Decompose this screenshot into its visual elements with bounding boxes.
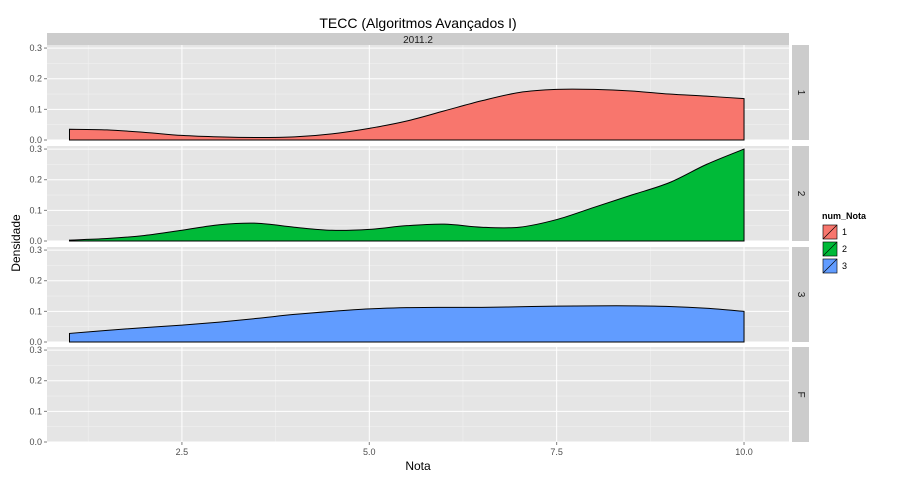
y-tick-label: 0.1: [29, 104, 42, 114]
y-tick-label: 0.3: [29, 144, 42, 154]
column-strip: 2011.2: [47, 33, 789, 46]
row-strip-label: F: [795, 391, 806, 397]
y-tick-label: 0.3: [29, 43, 42, 53]
legend-key-slash: [822, 241, 838, 257]
legend-title: num_Nota: [822, 211, 867, 221]
facet-panel-3: 0.0 0.1 0.2 0.3 3: [29, 245, 809, 347]
x-tick-label: 7.5: [550, 447, 563, 457]
legend-entry-label: 2: [842, 244, 847, 254]
row-strip-label: 3: [795, 292, 806, 298]
y-tick-label: 0.1: [29, 406, 42, 416]
x-axis: 2.5 5.0 7.5 10.0: [176, 442, 753, 457]
row-strip-label: 1: [795, 90, 806, 96]
row-strip-label: 2: [795, 191, 806, 197]
y-tick-label: 0.1: [29, 306, 42, 316]
facet-panel-2: 0.0 0.1 0.2 0.3 2: [29, 144, 809, 246]
y-tick-label: 0.1: [29, 205, 42, 215]
row-strip-background: [792, 347, 809, 442]
x-tick-label: 5.0: [363, 447, 376, 457]
legend-key-slash: [822, 224, 838, 240]
y-tick-label: 0.0: [29, 437, 42, 447]
y-tick-label: 0.2: [29, 74, 42, 84]
y-tick-label: 0.0: [29, 135, 42, 145]
row-strip-background: [792, 146, 809, 241]
column-strip-label: 2011.2: [403, 35, 433, 46]
panel-background: [47, 347, 789, 442]
y-tick-label: 0.3: [29, 345, 42, 355]
legend-entry-label: 3: [842, 261, 847, 271]
x-tick-label: 2.5: [176, 447, 189, 457]
legend-entry-2: 2: [821, 240, 847, 258]
y-axis-title: Densidade: [9, 214, 23, 272]
legend-entry-1: 1: [821, 223, 847, 241]
row-strip-background: [792, 45, 809, 140]
chart-title: TECC (Algoritmos Avançados I): [319, 15, 516, 31]
y-tick-label: 0.2: [29, 276, 42, 286]
facet-panels: 0.00.10.20.310.00.10.20.320.00.10.20.330…: [29, 43, 809, 447]
legend: num_Nota 1 2 3: [821, 211, 867, 275]
y-tick-label: 0.2: [29, 376, 42, 386]
facet-panel-f: 0.0 0.1 0.2 0.3 F: [29, 345, 809, 447]
y-tick-label: 0.3: [29, 245, 42, 255]
x-axis-title: Nota: [405, 459, 431, 473]
density-area-1: [68, 88, 745, 141]
legend-entry-label: 1: [842, 227, 847, 237]
y-tick-label: 0.0: [29, 337, 42, 347]
facet-panel-1: 0.0 0.1 0.2 0.3 1: [29, 43, 809, 145]
legend-key-slash: [822, 258, 838, 274]
legend-entry-3: 3: [821, 257, 847, 275]
row-strip-background: [792, 247, 809, 342]
column-strip-background: [47, 33, 789, 45]
density-area-2: [68, 148, 745, 242]
density-area-3: [68, 305, 745, 343]
y-tick-label: 0.2: [29, 175, 42, 185]
y-tick-label: 0.0: [29, 236, 42, 246]
x-tick-label: 10.0: [735, 447, 753, 457]
